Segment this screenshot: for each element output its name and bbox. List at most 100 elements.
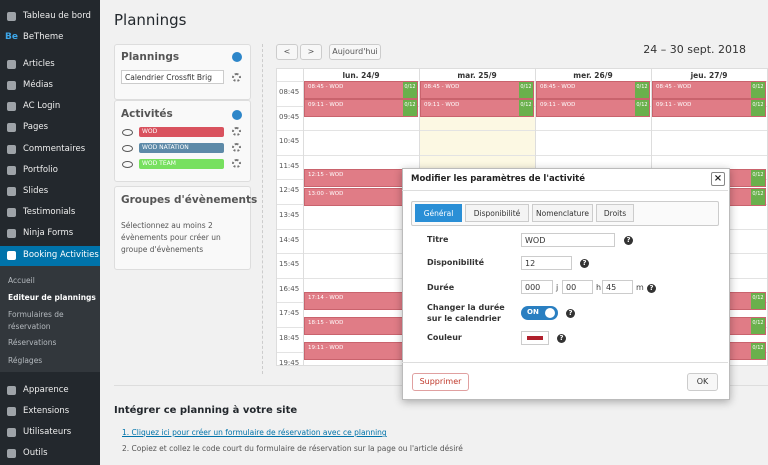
eye-icon xyxy=(122,145,133,152)
help-icon[interactable]: ? xyxy=(557,334,566,343)
menu-item[interactable]: Médias xyxy=(23,80,53,90)
menu-icon xyxy=(7,166,16,175)
today-button[interactable]: Aujourd'hui xyxy=(329,44,381,60)
groups-box xyxy=(114,186,251,270)
menu-highlight xyxy=(0,246,100,266)
menu-icon xyxy=(7,60,16,69)
menu-item[interactable]: AC Login xyxy=(23,101,61,111)
activity-label[interactable]: WOD TEAM xyxy=(139,159,224,169)
menu-item[interactable]: Extensions xyxy=(23,406,70,416)
help-icon[interactable]: ? xyxy=(580,259,589,268)
event[interactable]: 12:15 - WOD xyxy=(304,169,418,187)
event[interactable]: 08:45 - WOD 0/12 xyxy=(652,81,766,99)
toggle-knob xyxy=(545,308,555,318)
submenu-item[interactable]: Formulaires de réservation xyxy=(8,310,64,331)
sidebar: Tableau de bord Be BeTheme Articles Médias AC… xyxy=(0,0,100,465)
time-label: 10:45 xyxy=(279,137,300,146)
availability-input[interactable]: 12 xyxy=(521,256,572,270)
event[interactable]: 08:45 - WOD 0/12 xyxy=(536,81,650,99)
menu-item[interactable]: Commentaires xyxy=(23,144,86,154)
menu-item[interactable]: Pages xyxy=(23,122,49,132)
add-planning[interactable] xyxy=(232,52,242,62)
delete-button[interactable]: Supprimer xyxy=(412,373,469,391)
tab[interactable]: Général xyxy=(415,204,462,222)
gear[interactable] xyxy=(232,159,241,168)
minutes-input[interactable]: 45 xyxy=(602,280,633,294)
col-line xyxy=(303,69,304,365)
tab[interactable]: Disponibilité xyxy=(465,204,529,222)
hours-input[interactable]: 00 xyxy=(562,280,593,294)
day-header: mar. 25/9 xyxy=(457,71,497,80)
title-input[interactable]: WOD xyxy=(521,233,615,247)
time-label: 17:45 xyxy=(279,309,300,318)
event[interactable]: 08:45 - WOD 0/12 xyxy=(420,81,534,99)
event-count: 0/12 xyxy=(635,82,649,98)
step-link[interactable]: 1. Cliquez ici pour créer un formulaire … xyxy=(122,428,387,437)
menu-item[interactable]: Testimonials xyxy=(23,207,76,217)
help-icon[interactable]: ? xyxy=(624,236,633,245)
gear[interactable] xyxy=(232,143,241,152)
event[interactable]: 19:11 - WOD xyxy=(304,342,418,360)
event-label: 08:45 - WOD xyxy=(308,84,344,90)
help-icon[interactable]: ? xyxy=(647,284,656,293)
box-title: Plannings xyxy=(121,51,180,63)
menu-item[interactable]: Ninja Forms xyxy=(23,228,74,238)
event[interactable]: 13:00 - WOD xyxy=(304,188,418,206)
menu-icon xyxy=(7,407,16,416)
menu-item[interactable]: Articles xyxy=(23,59,55,69)
event[interactable]: 09:11 - WOD 0/12 xyxy=(304,99,418,117)
event[interactable]: 09:11 - WOD 0/12 xyxy=(652,99,766,117)
menu-item[interactable]: Portfolio xyxy=(23,165,58,175)
menu-icon xyxy=(7,229,16,238)
submenu-item[interactable]: Accueil xyxy=(8,276,35,285)
divider xyxy=(402,190,728,191)
menu-icon xyxy=(7,386,16,395)
time-label: 11:45 xyxy=(279,161,300,170)
event[interactable]: 18:15 - WOD xyxy=(304,317,418,335)
menu-item[interactable]: Slides xyxy=(23,186,49,196)
event-count: 0/12 xyxy=(751,82,765,98)
menu-item[interactable]: Utilisateurs xyxy=(23,427,72,437)
event-count: 0/12 xyxy=(751,170,765,186)
submenu-item[interactable]: Réglages xyxy=(8,356,43,365)
time-label: 16:45 xyxy=(279,284,300,293)
menu-icon xyxy=(7,12,16,21)
event[interactable]: 09:11 - WOD 0/12 xyxy=(420,99,534,117)
next-button[interactable]: > xyxy=(300,44,322,60)
add-activity[interactable] xyxy=(232,110,242,120)
menu-item[interactable]: BeTheme xyxy=(23,32,64,42)
time-label: 09:45 xyxy=(279,112,300,121)
menu-item[interactable]: Apparence xyxy=(23,385,69,395)
planning-select[interactable]: Calendrier Crossfit Brig xyxy=(121,70,224,84)
close-button[interactable]: × xyxy=(711,172,725,186)
event[interactable]: 09:11 - WOD 0/12 xyxy=(536,99,650,117)
submenu-item[interactable]: Réservations xyxy=(8,338,57,347)
tab[interactable]: Nomenclature xyxy=(532,204,593,222)
event-label: 17:14 - WOD xyxy=(308,295,344,301)
color-input[interactable] xyxy=(521,331,549,345)
menu-item[interactable]: Tableau de bord xyxy=(23,11,91,21)
menu-item[interactable]: Outils xyxy=(23,448,48,458)
day-header: mer. 26/9 xyxy=(573,71,613,80)
event-label: 08:45 - WOD xyxy=(656,84,692,90)
gear[interactable] xyxy=(232,73,241,82)
menu-icon xyxy=(7,449,16,458)
activity-label[interactable]: WOD NATATION xyxy=(139,143,224,153)
event[interactable]: 08:45 - WOD 0/12 xyxy=(304,81,418,99)
menu-icon xyxy=(7,102,16,111)
menu-icon xyxy=(7,187,16,196)
days-input[interactable]: 000 xyxy=(521,280,553,294)
menu-item[interactable]: Booking Activities xyxy=(23,250,99,260)
activity-label[interactable]: WOD xyxy=(139,127,224,137)
prev-button[interactable]: < xyxy=(276,44,298,60)
event[interactable]: 17:14 - WOD xyxy=(304,292,418,310)
menu-icon xyxy=(7,145,16,154)
gear[interactable] xyxy=(232,127,241,136)
unit: m xyxy=(636,283,644,292)
ok-button[interactable]: OK xyxy=(687,373,718,391)
field-label: Changer la durée sur le calendrier xyxy=(427,303,505,323)
help-icon[interactable]: ? xyxy=(566,309,575,318)
tab[interactable]: Droits xyxy=(596,204,634,222)
divider xyxy=(402,362,728,363)
submenu-item[interactable]: Editeur de plannings xyxy=(8,293,96,302)
